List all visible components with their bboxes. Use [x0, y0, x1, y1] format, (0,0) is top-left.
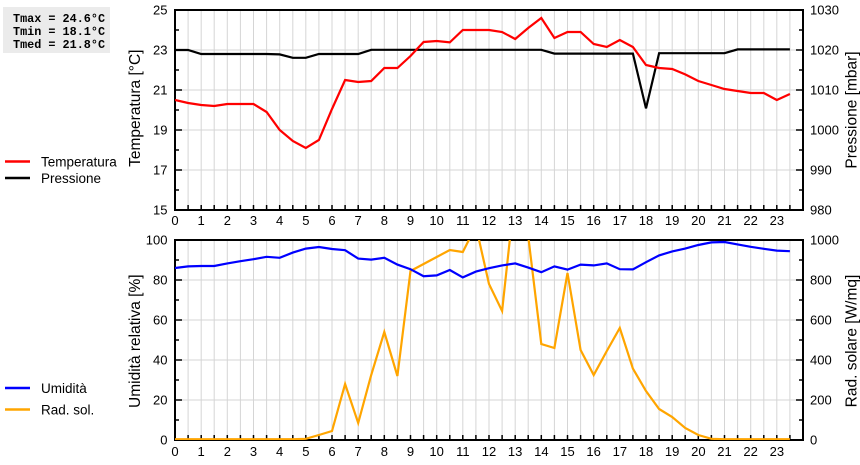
svg-text:980: 980	[810, 203, 832, 218]
svg-text:17: 17	[613, 444, 627, 459]
svg-text:1: 1	[198, 213, 205, 228]
svg-text:10: 10	[429, 213, 443, 228]
svg-text:Umidità: Umidità	[41, 381, 87, 396]
svg-text:5: 5	[302, 213, 309, 228]
svg-text:13: 13	[508, 213, 522, 228]
svg-text:6: 6	[328, 213, 335, 228]
svg-text:15: 15	[560, 444, 574, 459]
svg-text:3: 3	[250, 213, 257, 228]
svg-text:11: 11	[456, 213, 470, 228]
svg-text:13: 13	[508, 444, 522, 459]
svg-text:Pressione: Pressione	[41, 171, 101, 186]
svg-text:1000: 1000	[810, 233, 839, 248]
svg-text:200: 200	[810, 393, 832, 408]
svg-text:14: 14	[534, 444, 548, 459]
svg-text:1020: 1020	[810, 43, 839, 58]
svg-text:9: 9	[407, 213, 414, 228]
svg-text:15: 15	[153, 203, 167, 218]
svg-text:11: 11	[456, 444, 470, 459]
svg-text:Tmin = 18.1°C: Tmin = 18.1°C	[13, 25, 105, 39]
svg-text:100: 100	[146, 233, 168, 248]
svg-text:0: 0	[171, 213, 178, 228]
svg-text:990: 990	[810, 163, 832, 178]
svg-text:1010: 1010	[810, 83, 839, 98]
svg-text:4: 4	[276, 444, 283, 459]
svg-text:Pressione [mbar]: Pressione [mbar]	[844, 51, 860, 168]
svg-text:600: 600	[810, 313, 832, 328]
svg-text:1000: 1000	[810, 123, 839, 138]
svg-text:Tmax = 24.6°C: Tmax = 24.6°C	[13, 12, 105, 26]
svg-text:17: 17	[153, 163, 167, 178]
svg-text:Tmed = 21.8°C: Tmed = 21.8°C	[13, 38, 105, 52]
svg-text:16: 16	[586, 213, 600, 228]
svg-text:Rad. sol.: Rad. sol.	[41, 403, 94, 418]
svg-text:7: 7	[355, 444, 362, 459]
svg-text:0: 0	[171, 444, 178, 459]
svg-text:21: 21	[717, 444, 731, 459]
svg-text:7: 7	[355, 213, 362, 228]
svg-text:400: 400	[810, 353, 832, 368]
svg-text:16: 16	[586, 444, 600, 459]
svg-text:22: 22	[743, 213, 757, 228]
svg-text:19: 19	[665, 444, 679, 459]
svg-text:800: 800	[810, 273, 832, 288]
svg-text:1030: 1030	[810, 3, 839, 18]
svg-text:20: 20	[153, 393, 167, 408]
svg-text:9: 9	[407, 444, 414, 459]
svg-text:23: 23	[770, 444, 784, 459]
svg-text:15: 15	[560, 213, 574, 228]
svg-text:12: 12	[482, 213, 496, 228]
svg-text:25: 25	[153, 3, 167, 18]
svg-text:21: 21	[717, 213, 731, 228]
svg-text:8: 8	[381, 213, 388, 228]
svg-text:17: 17	[613, 213, 627, 228]
svg-text:23: 23	[770, 213, 784, 228]
svg-text:60: 60	[153, 313, 167, 328]
svg-text:80: 80	[153, 273, 167, 288]
svg-text:2: 2	[224, 213, 231, 228]
svg-text:23: 23	[153, 43, 167, 58]
svg-text:14: 14	[534, 213, 548, 228]
svg-text:Umidità relativa [%]: Umidità relativa [%]	[127, 274, 144, 408]
svg-text:19: 19	[153, 123, 167, 138]
svg-text:12: 12	[482, 444, 496, 459]
svg-text:22: 22	[743, 444, 757, 459]
svg-text:40: 40	[153, 353, 167, 368]
svg-text:Temperatura [°C]: Temperatura [°C]	[127, 50, 144, 167]
svg-text:Rad. solare [W/mq]: Rad. solare [W/mq]	[844, 275, 860, 408]
svg-text:21: 21	[153, 83, 167, 98]
svg-text:18: 18	[639, 444, 653, 459]
svg-text:5: 5	[302, 444, 309, 459]
svg-text:18: 18	[639, 213, 653, 228]
svg-text:8: 8	[381, 444, 388, 459]
svg-text:19: 19	[665, 213, 679, 228]
svg-text:20: 20	[691, 213, 705, 228]
svg-text:0: 0	[160, 433, 167, 448]
svg-text:0: 0	[810, 433, 817, 448]
svg-text:2: 2	[224, 444, 231, 459]
svg-text:1: 1	[198, 444, 205, 459]
svg-text:4: 4	[276, 213, 283, 228]
svg-text:3: 3	[250, 444, 257, 459]
svg-text:10: 10	[429, 444, 443, 459]
svg-text:6: 6	[328, 444, 335, 459]
svg-text:Temperatura: Temperatura	[41, 155, 117, 170]
svg-text:20: 20	[691, 444, 705, 459]
